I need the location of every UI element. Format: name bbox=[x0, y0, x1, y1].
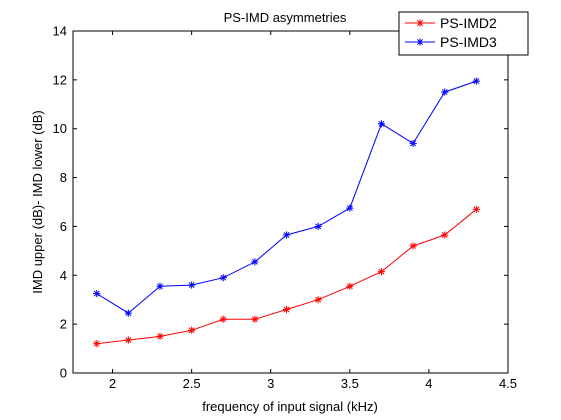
data-point-series-2 bbox=[377, 120, 386, 128]
data-point-series-2 bbox=[188, 281, 196, 289]
x-axis: 2 2.5 3 3.5 4 4.5 bbox=[109, 31, 517, 391]
data-point-series-1 bbox=[346, 282, 354, 290]
y-tick-label: 0 bbox=[60, 366, 67, 381]
legend-marker bbox=[416, 38, 424, 46]
chart-title: PS-IMD asymmetries bbox=[224, 10, 347, 25]
data-point-series-1 bbox=[219, 315, 227, 323]
data-point-series-1 bbox=[282, 305, 291, 314]
data-point-series-1 bbox=[441, 231, 449, 239]
data-point-series-2 bbox=[124, 309, 132, 317]
x-tick-label: 4.5 bbox=[499, 376, 517, 391]
x-tick-label: 4 bbox=[425, 376, 432, 391]
data-point-series-2 bbox=[472, 77, 480, 85]
data-point-series-1 bbox=[409, 242, 417, 250]
data-point-series-2 bbox=[282, 231, 291, 239]
x-tick-label: 2 bbox=[109, 376, 116, 391]
data-point-series-1 bbox=[93, 340, 101, 348]
data-point-series-1 bbox=[251, 315, 259, 323]
x-tick-label: 3.5 bbox=[341, 376, 359, 391]
data-point-series-2 bbox=[219, 274, 227, 282]
legend: PS-IMD2 PS-IMD3 bbox=[398, 11, 529, 56]
y-tick-label: 10 bbox=[53, 121, 67, 136]
data-point-series-1 bbox=[472, 205, 480, 213]
plot-area bbox=[72, 30, 509, 374]
y-tick-label: 2 bbox=[60, 317, 67, 332]
data-point-series-2 bbox=[346, 204, 354, 212]
y-axis-label: IMD upper (dB)- IMD lower (dB) bbox=[30, 110, 45, 293]
legend-marker bbox=[416, 19, 424, 27]
x-axis-label: frequency of input signal (kHz) bbox=[202, 399, 378, 414]
x-tick-label: 2.5 bbox=[183, 376, 201, 391]
data-point-series-1 bbox=[377, 268, 386, 276]
data-point-series-2 bbox=[441, 88, 449, 96]
legend-box bbox=[398, 11, 529, 56]
legend-label: PS-IMD2 bbox=[440, 15, 497, 31]
data-point-series-1 bbox=[188, 326, 196, 334]
data-point-series-1 bbox=[124, 336, 132, 344]
data-point-series-2 bbox=[409, 139, 417, 147]
y-tick-label: 8 bbox=[60, 170, 67, 185]
data-point-series-2 bbox=[251, 258, 259, 266]
y-tick-label: 12 bbox=[53, 72, 67, 87]
y-tick-label: 6 bbox=[60, 219, 67, 234]
data-point-series-1 bbox=[314, 296, 322, 304]
x-tick-label: 3 bbox=[267, 376, 274, 391]
legend-label: PS-IMD3 bbox=[440, 34, 497, 50]
data-point-series-2 bbox=[156, 282, 164, 290]
data-point-series-1 bbox=[156, 332, 164, 340]
y-tick-label: 14 bbox=[53, 24, 67, 39]
y-tick-label: 4 bbox=[60, 268, 67, 283]
data-point-series-2 bbox=[93, 290, 101, 298]
series-layer bbox=[93, 77, 480, 348]
data-point-series-2 bbox=[314, 222, 322, 231]
